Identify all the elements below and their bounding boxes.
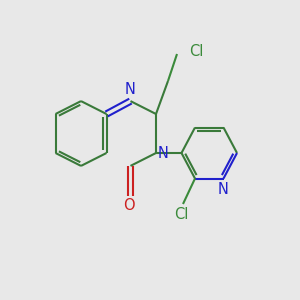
Text: N: N: [218, 182, 229, 197]
Text: O: O: [123, 198, 135, 213]
Text: Cl: Cl: [189, 44, 203, 59]
Text: Cl: Cl: [174, 207, 189, 222]
Text: N: N: [158, 146, 168, 160]
Text: N: N: [125, 82, 136, 98]
